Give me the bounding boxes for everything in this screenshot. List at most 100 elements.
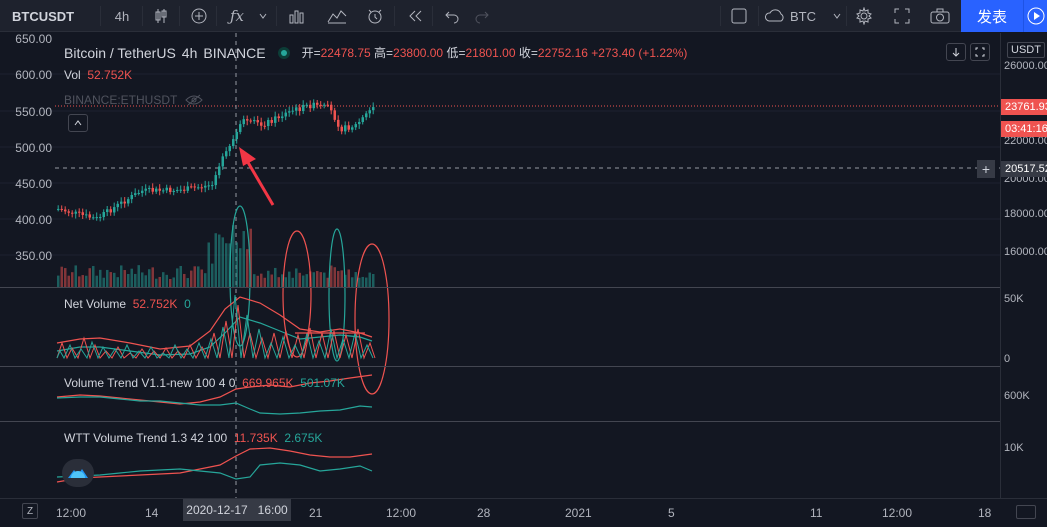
gear-icon[interactable] [850, 0, 878, 32]
volume-bar [249, 228, 252, 287]
chart-area[interactable]: 650.00 600.00 550.00 500.00 450.00 400.0… [0, 32, 1000, 498]
chevron-down-icon[interactable] [830, 0, 844, 32]
symbol-search[interactable]: BTCUSDT [12, 8, 75, 24]
fullscreen-icon[interactable] [888, 0, 916, 32]
candle-body [298, 107, 301, 111]
candle-body [134, 193, 137, 195]
maximize-pane-button[interactable] [970, 43, 990, 61]
cloud-icon [765, 9, 784, 22]
currency-label[interactable]: USDT [1007, 42, 1045, 58]
time-settings-icon[interactable] [1016, 505, 1036, 519]
add-alert-icon[interactable]: + [977, 160, 995, 178]
alarm-clock-icon[interactable] [360, 0, 390, 32]
replay-icon[interactable] [400, 0, 430, 32]
compare-icon[interactable] [322, 0, 352, 32]
volume-trend-legend[interactable]: Volume Trend V1.1-new 100 4 0 669.965K 5… [64, 376, 345, 390]
candle-body [351, 127, 354, 130]
candle-body [172, 190, 175, 193]
volume-bar [263, 277, 266, 287]
chevron-down-icon[interactable] [254, 0, 272, 32]
legend-ohlc: 开=22478.75 高=23800.00 低=21801.00 收=22752… [301, 46, 688, 60]
wtt-legend[interactable]: WTT Volume Trend 1.3 42 100 11.735K 2.67… [64, 431, 323, 445]
tradingview-logo[interactable] [62, 459, 94, 487]
volume-bar [323, 272, 326, 287]
volume-bar [183, 273, 186, 287]
candle-body [330, 104, 333, 111]
candle-body [141, 190, 144, 194]
time-axis-label: 14 [145, 506, 159, 520]
candle-body [204, 185, 207, 188]
candle-body [344, 125, 347, 132]
pane-divider[interactable] [0, 287, 1047, 288]
candle-body [113, 207, 116, 213]
volume-bar [186, 278, 189, 287]
pane-divider[interactable] [0, 421, 1047, 422]
overlay-symbol: BINANCE:ETHUSDT [64, 93, 178, 107]
left-axis-label: 550.00 [15, 105, 52, 119]
candle-body [92, 217, 95, 219]
candle-body [127, 199, 130, 204]
candle-body [67, 211, 70, 213]
candle-style-icon[interactable] [146, 0, 176, 32]
bar-chart-icon[interactable] [282, 0, 312, 32]
volume-bar [368, 272, 371, 287]
legend-title[interactable]: Bitcoin / TetherUS [64, 44, 176, 61]
top-toolbar: BTCUSDT 4h ƒx BTC [0, 0, 1047, 32]
add-indicator-icon[interactable] [184, 0, 214, 32]
redo-icon[interactable] [468, 0, 496, 32]
hidden-eye-icon[interactable] [185, 94, 204, 106]
undo-icon[interactable] [438, 0, 466, 32]
camera-icon[interactable] [926, 0, 954, 32]
publish-button[interactable]: 发表 [961, 0, 1023, 32]
time-axis[interactable] [0, 498, 1047, 527]
volume-bar [267, 270, 270, 287]
volume-bar [274, 267, 277, 287]
layout-icon[interactable] [726, 0, 752, 32]
candle-body [179, 189, 182, 191]
volume-bar [354, 272, 357, 287]
timezone-button[interactable]: Z [22, 503, 38, 519]
pane-divider[interactable] [0, 366, 1047, 367]
candle-body [326, 104, 329, 106]
volume-bar [218, 234, 221, 287]
time-axis-label: 11 [810, 506, 823, 520]
volume-bar [326, 277, 329, 287]
play-button[interactable] [1023, 0, 1047, 32]
candle-body [109, 209, 112, 213]
candle-body [144, 188, 147, 191]
volume-bar [134, 273, 137, 287]
candle-body [88, 214, 91, 218]
candle-body [232, 139, 235, 147]
net-volume-legend[interactable]: Net Volume 52.752K 0 [64, 297, 191, 311]
volume-bar [116, 277, 119, 287]
volume-legend[interactable]: Vol 52.752K [64, 68, 133, 82]
volume-bar [193, 266, 196, 287]
volume-bar [298, 272, 301, 287]
candle-body [60, 208, 63, 210]
volume-bar [137, 265, 140, 287]
candle-body [368, 110, 371, 114]
volume-trend-axis-label: 600K [1004, 390, 1030, 402]
interval-button[interactable]: 4h [114, 8, 130, 24]
time-axis-label: 28 [477, 506, 491, 520]
volume-bar [127, 273, 130, 287]
candle-body [162, 190, 165, 192]
candle-body [365, 113, 368, 118]
function-icon[interactable]: ƒx [229, 7, 244, 25]
scroll-down-button[interactable] [946, 43, 966, 61]
left-axis-label: 500.00 [15, 141, 52, 155]
collapse-legend-button[interactable] [68, 114, 88, 132]
candle-body [316, 102, 319, 105]
volume-bar [200, 269, 203, 287]
candle-body [358, 122, 361, 125]
candle-body [277, 116, 280, 119]
candle-body [137, 193, 140, 195]
price-axis-label: 18000.00 [1004, 208, 1047, 220]
candle-body [260, 122, 263, 126]
overlay-legend[interactable]: BINANCE:ETHUSDT [64, 93, 204, 107]
volume-bar [256, 275, 259, 287]
candle-body [319, 104, 322, 106]
candle-body [211, 185, 214, 187]
cloud-symbol-button[interactable]: BTC [764, 0, 834, 32]
volume-bar [260, 273, 263, 287]
